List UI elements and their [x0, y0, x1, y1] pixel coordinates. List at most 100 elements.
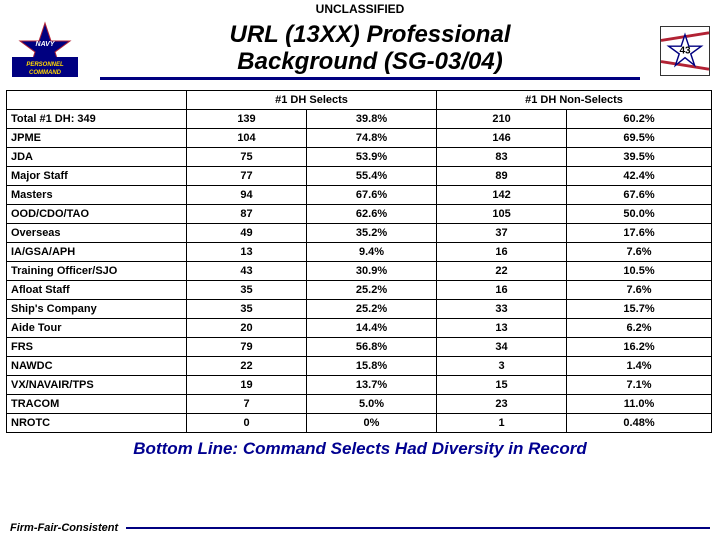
- selects-count: 22: [187, 357, 307, 376]
- selects-count: 13: [187, 243, 307, 262]
- selects-count: 104: [187, 129, 307, 148]
- nonselects-pct: 60.2%: [567, 110, 712, 129]
- header-selects: #1 DH Selects: [187, 91, 437, 110]
- nonselects-count: 105: [437, 205, 567, 224]
- selects-pct: 30.9%: [307, 262, 437, 281]
- bottom-line-text: Bottom Line: Command Selects Had Diversi…: [0, 439, 720, 459]
- nonselects-count: 23: [437, 395, 567, 414]
- svg-text:COMMAND: COMMAND: [29, 70, 62, 76]
- navy-personnel-command-logo: NAVY PERSONNEL COMMAND: [10, 21, 80, 81]
- slide-title-line2: Background (SG-03/04): [80, 49, 660, 75]
- nonselects-pct: 69.5%: [567, 129, 712, 148]
- table-row: TRACOM75.0%2311.0%: [7, 395, 712, 414]
- nonselects-pct: 15.7%: [567, 300, 712, 319]
- selects-count: 19: [187, 376, 307, 395]
- selects-pct: 0%: [307, 414, 437, 433]
- selects-count: 75: [187, 148, 307, 167]
- title-underline: [100, 77, 640, 80]
- row-label: Training Officer/SJO: [7, 262, 187, 281]
- nonselects-pct: 11.0%: [567, 395, 712, 414]
- row-label: OOD/CDO/TAO: [7, 205, 187, 224]
- selects-pct: 53.9%: [307, 148, 437, 167]
- row-label: JDA: [7, 148, 187, 167]
- selects-pct: 74.8%: [307, 129, 437, 148]
- selects-count: 20: [187, 319, 307, 338]
- table-header-row: #1 DH Selects #1 DH Non-Selects: [7, 91, 712, 110]
- table-row: Total #1 DH: 34913939.8%21060.2%: [7, 110, 712, 129]
- nonselects-pct: 10.5%: [567, 262, 712, 281]
- nonselects-pct: 50.0%: [567, 205, 712, 224]
- selects-count: 87: [187, 205, 307, 224]
- selects-pct: 25.2%: [307, 281, 437, 300]
- nonselects-pct: 7.6%: [567, 243, 712, 262]
- selects-count: 94: [187, 186, 307, 205]
- background-data-table: #1 DH Selects #1 DH Non-Selects Total #1…: [6, 90, 712, 433]
- nonselects-pct: 42.4%: [567, 167, 712, 186]
- selects-pct: 62.6%: [307, 205, 437, 224]
- selects-pct: 25.2%: [307, 300, 437, 319]
- nonselects-count: 16: [437, 243, 567, 262]
- selects-pct: 67.6%: [307, 186, 437, 205]
- nonselects-pct: 1.4%: [567, 357, 712, 376]
- classification-label: UNCLASSIFIED: [0, 0, 720, 16]
- selects-count: 139: [187, 110, 307, 129]
- nonselects-count: 22: [437, 262, 567, 281]
- table-row: Training Officer/SJO4330.9%2210.5%: [7, 262, 712, 281]
- table-row: Ship's Company3525.2%3315.7%: [7, 300, 712, 319]
- selects-pct: 55.4%: [307, 167, 437, 186]
- selects-count: 79: [187, 338, 307, 357]
- nonselects-count: 146: [437, 129, 567, 148]
- row-label: Overseas: [7, 224, 187, 243]
- nonselects-count: 34: [437, 338, 567, 357]
- svg-text:PERSONNEL: PERSONNEL: [26, 62, 64, 68]
- table-row: NAWDC2215.8%31.4%: [7, 357, 712, 376]
- nonselects-pct: 6.2%: [567, 319, 712, 338]
- row-label: IA/GSA/APH: [7, 243, 187, 262]
- page-number: 43: [679, 46, 690, 57]
- table-row: VX/NAVAIR/TPS1913.7%157.1%: [7, 376, 712, 395]
- nonselects-pct: 0.48%: [567, 414, 712, 433]
- table-row: OOD/CDO/TAO8762.6%10550.0%: [7, 205, 712, 224]
- table-row: Aide Tour2014.4%136.2%: [7, 319, 712, 338]
- slide-header: NAVY PERSONNEL COMMAND URL (13XX) Profes…: [0, 16, 720, 86]
- slide-number-badge: 43: [660, 26, 710, 76]
- table-row: JPME10474.8%14669.5%: [7, 129, 712, 148]
- nonselects-count: 89: [437, 167, 567, 186]
- table-row: FRS7956.8%3416.2%: [7, 338, 712, 357]
- table-row: IA/GSA/APH139.4%167.6%: [7, 243, 712, 262]
- selects-count: 43: [187, 262, 307, 281]
- selects-pct: 56.8%: [307, 338, 437, 357]
- row-label: JPME: [7, 129, 187, 148]
- row-label: NROTC: [7, 414, 187, 433]
- nonselects-count: 142: [437, 186, 567, 205]
- row-label: Aide Tour: [7, 319, 187, 338]
- nonselects-pct: 16.2%: [567, 338, 712, 357]
- nonselects-count: 37: [437, 224, 567, 243]
- footer-motto: Firm-Fair-Consistent: [10, 522, 126, 534]
- table-row: Major Staff7755.4%8942.4%: [7, 167, 712, 186]
- row-label: Masters: [7, 186, 187, 205]
- row-label: Afloat Staff: [7, 281, 187, 300]
- nonselects-count: 210: [437, 110, 567, 129]
- title-block: URL (13XX) Professional Background (SG-0…: [80, 22, 660, 80]
- nonselects-pct: 39.5%: [567, 148, 712, 167]
- selects-count: 35: [187, 281, 307, 300]
- slide-title-line1: URL (13XX) Professional: [80, 22, 660, 48]
- row-label: Major Staff: [7, 167, 187, 186]
- selects-count: 7: [187, 395, 307, 414]
- nonselects-count: 13: [437, 319, 567, 338]
- selects-pct: 9.4%: [307, 243, 437, 262]
- selects-count: 35: [187, 300, 307, 319]
- nonselects-count: 15: [437, 376, 567, 395]
- selects-count: 77: [187, 167, 307, 186]
- row-label: Ship's Company: [7, 300, 187, 319]
- nonselects-count: 33: [437, 300, 567, 319]
- svg-text:NAVY: NAVY: [36, 41, 56, 48]
- selects-pct: 5.0%: [307, 395, 437, 414]
- table-row: Overseas4935.2%3717.6%: [7, 224, 712, 243]
- table-row: Afloat Staff3525.2%167.6%: [7, 281, 712, 300]
- selects-pct: 39.8%: [307, 110, 437, 129]
- row-label: TRACOM: [7, 395, 187, 414]
- row-label: Total #1 DH: 349: [7, 110, 187, 129]
- row-label: VX/NAVAIR/TPS: [7, 376, 187, 395]
